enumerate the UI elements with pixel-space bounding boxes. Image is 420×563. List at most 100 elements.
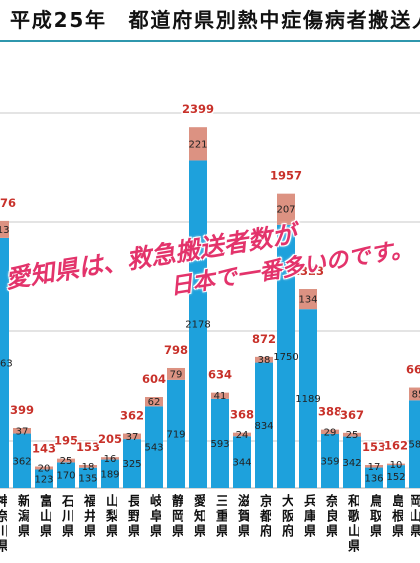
segment-value-label: 719 <box>166 429 185 440</box>
bar-segment-upper <box>387 463 405 466</box>
bar-segment-lower <box>255 362 273 488</box>
total-value-label: 604 <box>142 372 166 386</box>
gridlines <box>0 112 420 489</box>
segment-value-label: 221 <box>188 139 207 150</box>
chart-title: 平成25年 都道府県別熱中症傷病者搬送人 <box>10 8 420 32</box>
total-value-label: 1323 <box>292 264 324 278</box>
title-underline <box>0 40 420 42</box>
bar-segment-upper <box>365 464 383 468</box>
segment-value-label: 135 <box>78 473 97 484</box>
bar-segment-upper <box>189 127 207 161</box>
segment-value-label: 37 <box>16 426 29 437</box>
bar-segment-lower <box>189 160 207 488</box>
bar-segment-upper <box>35 466 53 470</box>
bar-segment-lower <box>409 400 420 488</box>
total-value-label: 2399 <box>182 102 214 116</box>
segment-value-label: 583 <box>408 440 420 451</box>
bar-segment-lower <box>343 436 361 488</box>
total-value-label: 362 <box>120 409 144 423</box>
bar-segment-upper <box>0 220 9 238</box>
bar-segment-upper <box>321 429 339 435</box>
bar-segment-upper <box>13 427 31 434</box>
segment-value-label: 2178 <box>185 320 210 331</box>
bar-segment-upper <box>145 397 163 407</box>
bar-segment-lower <box>321 434 339 488</box>
total-value-label: 1776 <box>0 196 16 210</box>
bar-segment-lower <box>57 462 75 488</box>
segment-value-label: 20 <box>38 463 51 474</box>
segment-value-label: 37 <box>126 432 139 443</box>
segment-value-label: 79 <box>170 369 183 380</box>
segment-value-label: 38 <box>258 355 271 366</box>
bar-segment-upper <box>277 193 295 225</box>
bar-segment-lower <box>387 465 405 488</box>
total-value-label: 872 <box>252 332 276 346</box>
bar-segment-lower <box>35 469 53 488</box>
segment-value-label: 134 <box>298 295 317 306</box>
bar-segment-lower <box>167 379 185 488</box>
segment-value-label: 24 <box>236 430 249 441</box>
segment-value-label: 170 <box>56 471 75 482</box>
segment-value-label: 325 <box>122 459 141 470</box>
total-value-label: 143 <box>32 441 56 455</box>
bar-segment-upper <box>233 432 251 437</box>
segment-value-label: 1189 <box>295 394 320 405</box>
bar-segment-lower <box>211 398 229 488</box>
total-value-label: 367 <box>340 408 364 422</box>
segment-value-label: 1750 <box>273 352 298 363</box>
segment-value-label: 123 <box>34 474 53 485</box>
bar-segment-upper <box>79 464 97 468</box>
total-value-label: 1957 <box>270 169 302 183</box>
total-value-label: 388 <box>318 405 342 419</box>
segment-value-label: 25 <box>346 430 359 441</box>
total-value-label: 205 <box>98 432 122 446</box>
bar-segment-lower <box>299 309 317 488</box>
bar-segment-lower <box>101 459 119 488</box>
total-value-label: 153 <box>76 440 100 454</box>
segment-value-label: 207 <box>276 205 295 216</box>
segment-value-label: 593 <box>210 439 229 450</box>
bar-segment-lower <box>79 467 97 488</box>
segment-value-label: 834 <box>254 421 273 432</box>
bar-segment-upper <box>255 356 273 363</box>
segment-value-label: 10 <box>390 460 403 471</box>
bar-segment-upper <box>101 457 119 460</box>
segment-value-label: 18 <box>82 462 95 473</box>
bar-segment-lower <box>13 433 31 488</box>
bar-segment-upper <box>167 367 185 380</box>
total-value-label: 162 <box>384 439 408 453</box>
segment-value-label: 543 <box>144 443 163 454</box>
segment-value-label: 62 <box>148 397 161 408</box>
total-value-label: 798 <box>164 343 188 357</box>
bar-segment-lower <box>365 467 383 488</box>
segment-value-label: 344 <box>232 458 251 469</box>
bar-segment-upper <box>343 432 361 437</box>
total-value-label: 399 <box>10 403 34 417</box>
segment-value-label: 25 <box>60 456 73 467</box>
total-value-label: 153 <box>362 440 386 454</box>
segment-value-label: 16 <box>104 454 117 465</box>
total-value-label: 368 <box>230 408 254 422</box>
bar-segment-lower <box>0 237 9 488</box>
segment-value-label: 136 <box>364 473 383 484</box>
segment-value-label: 342 <box>342 458 361 469</box>
bar-segment-lower <box>233 436 251 488</box>
bar-segment-upper <box>299 289 317 310</box>
segment-value-label: 41 <box>214 391 227 402</box>
bar-segment-upper <box>57 458 75 463</box>
segment-value-label: 152 <box>386 472 405 483</box>
bar-segment-upper <box>409 387 420 401</box>
segment-value-label: 85 <box>412 389 420 400</box>
bar-segment-lower <box>277 224 295 489</box>
segment-value-label: 359 <box>320 457 339 468</box>
segment-value-label: 362 <box>12 456 31 467</box>
segment-value-label: 29 <box>324 427 337 438</box>
segment-value-label: 17 <box>368 462 381 473</box>
total-value-label: 634 <box>208 368 232 382</box>
bar-segment-upper <box>211 392 229 399</box>
total-value-label: 668 <box>406 363 420 377</box>
bar-segment-lower <box>145 406 163 488</box>
